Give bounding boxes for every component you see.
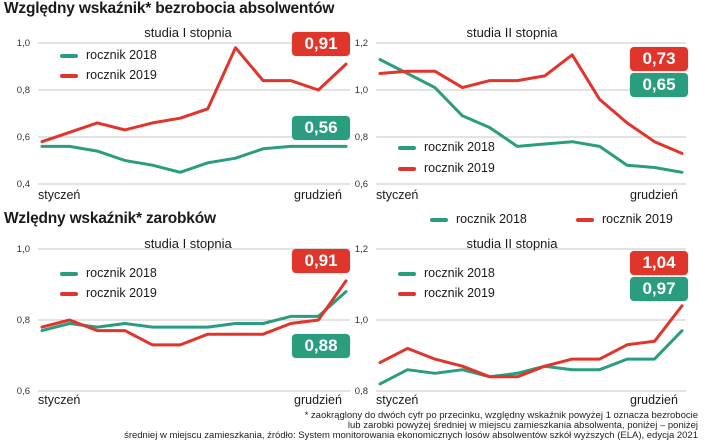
series-line-2018 [378, 329, 684, 386]
shared-legend: rocznik 2018 [430, 212, 527, 226]
x-start-label: styczeń [376, 188, 419, 202]
legend-item: rocznik 2019 [398, 286, 495, 300]
series-line-2019 [40, 46, 348, 144]
panel-subtitle: studia I stopnia [144, 236, 232, 251]
panel-subtitle: studia II stopnia [466, 236, 558, 251]
series-line-2018 [378, 58, 684, 174]
legend-swatch [60, 53, 78, 58]
y-tick-label: 1,0 [17, 244, 30, 255]
x-start-label: styczeń [38, 188, 81, 202]
legend-swatch [398, 166, 416, 171]
legend-swatch [60, 73, 78, 78]
series-line-2019 [378, 304, 684, 379]
shared-legend-2019-wrap: rocznik 2019 [576, 212, 673, 226]
y-tick-label: 1,0 [355, 315, 368, 326]
legend-swatch-2018 [430, 217, 448, 222]
legend-swatch [398, 145, 416, 150]
y-tick-label: 1,0 [355, 85, 368, 96]
series-line-2019 [40, 279, 348, 347]
legend-swatch [398, 291, 416, 296]
legend-item: rocznik 2019 [398, 161, 495, 175]
series-line-2018 [40, 290, 348, 333]
legend-item: rocznik 2018 [60, 48, 157, 62]
y-tick-label: 0,4 [17, 179, 30, 190]
legend-label: rocznik 2019 [86, 68, 157, 82]
series-line-2019 [378, 53, 684, 155]
y-tick-label: 0,8 [17, 85, 30, 96]
legend-item: rocznik 2018 [398, 140, 495, 154]
legend-label: rocznik 2018 [424, 140, 495, 154]
x-end-label: grudzień [630, 393, 678, 407]
end-value-badge: 0,91 [292, 249, 350, 273]
legend-label: rocznik 2018 [86, 48, 157, 62]
end-value-badge: 0,91 [292, 32, 350, 56]
y-tick-label: 0,6 [355, 179, 368, 190]
x-end-label: grudzień [294, 188, 342, 202]
legend-label: rocznik 2019 [86, 286, 157, 300]
unemployment-heading: Względny wskaźnik* bezrobocia absolwentó… [4, 0, 335, 17]
y-tick-label: 1,2 [355, 38, 368, 49]
end-value-badge: 0,73 [630, 47, 688, 71]
legend-swatch-2019 [576, 217, 594, 222]
legend-swatch [60, 291, 78, 296]
x-end-label: grudzień [294, 393, 342, 407]
series-line-2018 [40, 144, 348, 174]
end-value-badge: 1,04 [630, 251, 688, 275]
panel-subtitle: studia II stopnia [466, 25, 558, 40]
x-end-label: grudzień [630, 188, 678, 202]
x-start-label: styczeń [38, 393, 81, 407]
legend-label: rocznik 2018 [86, 266, 157, 280]
legend-label: rocznik 2019 [424, 286, 495, 300]
legend-item: rocznik 2018 [398, 266, 495, 280]
legend-item: rocznik 2018 [60, 266, 157, 280]
shared-legend-2018: rocznik 2018 [456, 212, 527, 226]
legend-item: rocznik 2019 [60, 286, 157, 300]
x-start-label: styczeń [376, 393, 419, 407]
shared-legend-2019: rocznik 2019 [602, 212, 673, 226]
end-value-badge: 0,56 [292, 116, 350, 140]
legend-label: rocznik 2018 [424, 266, 495, 280]
earnings-heading: Wzlędny wskaźnik* zarobków [4, 210, 216, 227]
footnote-line-3: średniej w miejscu zamieszkania, źródło:… [124, 430, 698, 441]
end-value-badge: 0,65 [630, 73, 688, 97]
legend-label: rocznik 2019 [424, 161, 495, 175]
y-tick-label: 1,2 [355, 244, 368, 255]
y-tick-label: 0,8 [355, 132, 368, 143]
footnote: * zaokrąglony do dwóch cyfr po przecinku… [58, 411, 698, 441]
end-value-badge: 0,88 [292, 334, 350, 358]
y-tick-label: 0,6 [17, 132, 30, 143]
legend-swatch [60, 271, 78, 276]
end-value-badge: 0,97 [630, 277, 688, 301]
y-tick-label: 0,8 [17, 315, 30, 326]
y-tick-label: 0,8 [355, 386, 368, 397]
y-tick-label: 0,6 [17, 386, 30, 397]
footnote-line-1: * zaokrąglony do dwóch cyfr po przecinku… [304, 410, 698, 421]
y-tick-label: 1,0 [17, 38, 30, 49]
legend-swatch [398, 271, 416, 276]
footnote-line-2: lub zarobki powyżej średniej w miejscu z… [347, 420, 698, 431]
panel-subtitle: studia I stopnia [144, 25, 232, 40]
legend-item: rocznik 2019 [60, 68, 157, 82]
